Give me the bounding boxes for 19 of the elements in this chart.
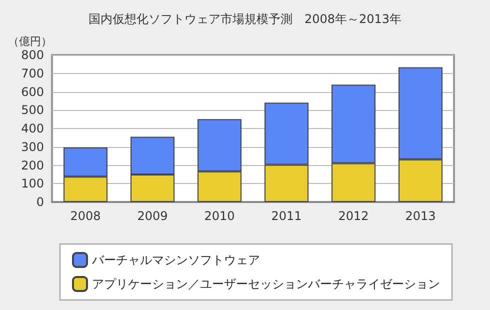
y-tick-label: 500 <box>21 103 44 118</box>
x-tick-label: 2008 <box>70 209 101 223</box>
y-tick-label: 700 <box>21 66 44 80</box>
x-tick-label: 2012 <box>338 209 369 223</box>
y-tick-label: 800 <box>21 48 44 62</box>
y-tick-label: 300 <box>21 140 44 154</box>
y-tick-label: 0 <box>36 195 44 209</box>
legend-label: バーチャルマシンソフトウェア <box>91 253 260 267</box>
x-tick-label: 2013 <box>405 209 436 223</box>
chart-title: 国内仮想化ソフトウェア市場規模予測 2008年～2013年 <box>88 12 402 26</box>
x-tick-label: 2011 <box>271 209 302 223</box>
y-tick-label: 400 <box>21 122 44 136</box>
y-tick-label: 100 <box>21 176 44 191</box>
x-tick-label: 2009 <box>137 209 168 223</box>
legend-label: アプリケーション／ユーザーセッションバーチャライゼーション <box>92 277 440 291</box>
y-axis-title: （億円） <box>8 35 52 48</box>
x-tick-label: 2010 <box>204 209 235 223</box>
y-tick-label: 600 <box>21 84 44 99</box>
y-tick-label: 200 <box>21 158 44 172</box>
